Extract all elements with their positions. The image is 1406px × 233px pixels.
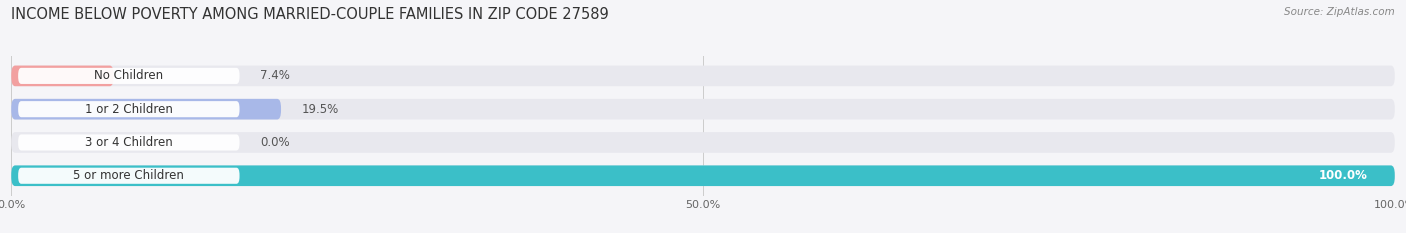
FancyBboxPatch shape (11, 99, 281, 120)
Text: No Children: No Children (94, 69, 163, 82)
Text: 7.4%: 7.4% (260, 69, 290, 82)
Text: 19.5%: 19.5% (302, 103, 339, 116)
FancyBboxPatch shape (18, 68, 239, 84)
FancyBboxPatch shape (18, 168, 239, 184)
FancyBboxPatch shape (11, 65, 1395, 86)
Text: Source: ZipAtlas.com: Source: ZipAtlas.com (1284, 7, 1395, 17)
Text: 100.0%: 100.0% (1319, 169, 1367, 182)
Text: 5 or more Children: 5 or more Children (73, 169, 184, 182)
Text: 3 or 4 Children: 3 or 4 Children (84, 136, 173, 149)
FancyBboxPatch shape (11, 132, 1395, 153)
FancyBboxPatch shape (18, 101, 239, 117)
FancyBboxPatch shape (11, 65, 114, 86)
FancyBboxPatch shape (11, 165, 1395, 186)
FancyBboxPatch shape (11, 165, 1395, 186)
FancyBboxPatch shape (18, 134, 239, 151)
FancyBboxPatch shape (11, 99, 1395, 120)
Text: INCOME BELOW POVERTY AMONG MARRIED-COUPLE FAMILIES IN ZIP CODE 27589: INCOME BELOW POVERTY AMONG MARRIED-COUPL… (11, 7, 609, 22)
Text: 1 or 2 Children: 1 or 2 Children (84, 103, 173, 116)
Text: 0.0%: 0.0% (260, 136, 290, 149)
